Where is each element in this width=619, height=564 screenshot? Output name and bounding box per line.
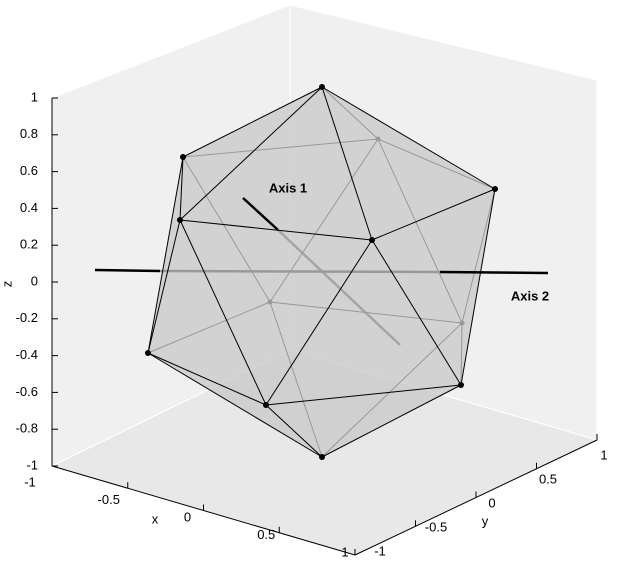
axis-2 [439, 270, 549, 275]
y-axis-label: y [482, 513, 489, 528]
z-tick-label: 0.2 [20, 237, 38, 252]
z-axis-label: z [0, 281, 14, 288]
visible-edges [147, 86, 496, 458]
z-tick-label: -0.6 [16, 384, 38, 399]
z-tick-label: -0.8 [16, 421, 38, 436]
x-tick-label: 0.5 [257, 527, 275, 542]
axis-2 [159, 269, 441, 274]
vertices [145, 84, 498, 460]
x-tick-label: 1 [341, 544, 348, 559]
z-tick-label: 0.8 [20, 126, 38, 141]
x-tick-label: -1 [24, 474, 36, 489]
icosahedron [94, 84, 549, 460]
hidden-vertices [267, 136, 465, 326]
y-tick-label: 1 [600, 447, 607, 462]
x-tick-label: -0.5 [98, 492, 120, 507]
annotation: Axis 1 [269, 180, 307, 195]
y-tick-label: -0.5 [425, 519, 447, 534]
z-tick-label: -0.2 [16, 310, 38, 325]
z-tick-label: -1 [26, 457, 38, 472]
annotation: Axis 2 [511, 288, 549, 303]
z-tick-label: 0 [31, 273, 38, 288]
z-tick-label: -0.4 [16, 347, 38, 362]
z-tick-label: 0.4 [20, 200, 38, 215]
axis-1 [277, 229, 401, 346]
y-tick-label: 0 [488, 495, 495, 510]
axis-2 [94, 268, 161, 273]
y-tick-label: 0.5 [539, 471, 557, 486]
z-tick-label: 1 [31, 89, 38, 104]
axis-1 [242, 197, 279, 231]
x-axis-label: x [152, 511, 159, 526]
x-tick-label: 0 [184, 509, 191, 524]
z-tick-label: 0.6 [20, 163, 38, 178]
y-tick-label: -1 [374, 543, 386, 558]
